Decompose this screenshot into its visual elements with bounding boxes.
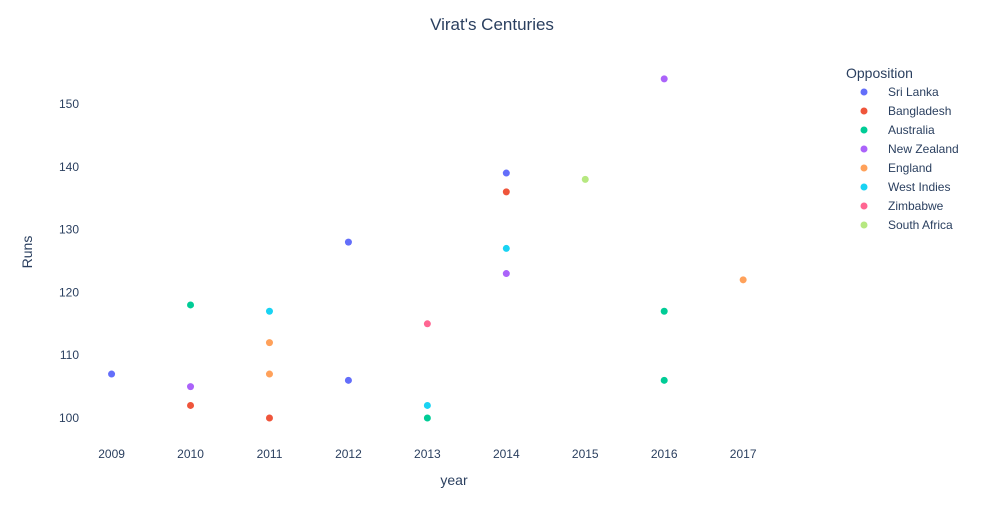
y-tick-label: 110	[60, 348, 79, 362]
legend-item[interactable]: Australia	[860, 123, 936, 137]
legend-marker	[860, 202, 868, 210]
x-tick-label: 2016	[651, 447, 678, 461]
legend-item[interactable]: New Zealand	[860, 142, 959, 156]
data-point[interactable]	[660, 75, 668, 83]
data-point[interactable]	[108, 370, 116, 378]
x-axis-title: year	[440, 472, 468, 488]
legend-title: Opposition	[846, 65, 913, 81]
legend-item[interactable]: South Africa	[860, 218, 954, 232]
x-tick-label: 2012	[335, 447, 362, 461]
x-axis-ticks: 2009 2010 2011 2012 2013 2014 2015 2016 2017	[98, 447, 757, 461]
legend-label: New Zealand	[888, 142, 959, 156]
x-tick-label: 2010	[177, 447, 204, 461]
chart-title: Virat's Centuries	[430, 15, 554, 34]
data-point[interactable]	[502, 169, 510, 177]
data-point[interactable]	[265, 339, 273, 347]
legend-marker	[860, 107, 868, 115]
data-point[interactable]	[502, 188, 510, 196]
data-point[interactable]	[187, 383, 195, 391]
legend-label: South Africa	[888, 218, 953, 232]
data-point[interactable]	[265, 370, 273, 378]
data-point[interactable]	[265, 307, 273, 315]
legend-marker	[860, 183, 868, 191]
data-points	[108, 75, 747, 422]
x-tick-label: 2009	[98, 447, 125, 461]
data-point[interactable]	[344, 238, 352, 246]
x-tick-label: 2014	[493, 447, 520, 461]
y-axis-title: Runs	[19, 236, 35, 269]
data-point[interactable]	[739, 276, 747, 284]
y-tick-label: 140	[59, 160, 79, 174]
legend-item[interactable]: West Indies	[860, 180, 951, 194]
legend-item[interactable]: England	[860, 161, 933, 175]
legend-marker	[860, 164, 868, 172]
legend-marker	[860, 221, 868, 229]
legend-item[interactable]: Sri Lanka	[860, 85, 940, 99]
data-point[interactable]	[660, 307, 668, 315]
x-tick-label: 2017	[730, 447, 757, 461]
data-point[interactable]	[265, 414, 273, 422]
x-tick-label: 2015	[572, 447, 599, 461]
y-axis-ticks: 100 110 120 130 140 150	[59, 97, 79, 425]
y-tick-label: 130	[59, 223, 79, 237]
legend-marker	[860, 145, 868, 153]
data-point[interactable]	[344, 376, 352, 384]
legend-marker	[860, 88, 868, 96]
y-tick-label: 150	[59, 97, 79, 111]
data-point[interactable]	[581, 175, 589, 183]
legend-label: Zimbabwe	[888, 199, 944, 213]
data-point[interactable]	[187, 301, 195, 309]
legend-label: Sri Lanka	[888, 85, 939, 99]
y-tick-label: 100	[59, 411, 79, 425]
legend-label: England	[888, 161, 932, 175]
data-point[interactable]	[423, 320, 431, 328]
legend-label: Bangladesh	[888, 104, 951, 118]
x-tick-label: 2013	[414, 447, 441, 461]
y-tick-label: 120	[59, 285, 79, 299]
legend-item[interactable]: Zimbabwe	[860, 199, 944, 213]
data-point[interactable]	[187, 401, 195, 409]
data-point[interactable]	[423, 414, 431, 422]
data-point[interactable]	[502, 270, 510, 278]
legend-label: West Indies	[888, 180, 950, 194]
x-tick-label: 2011	[257, 447, 283, 461]
data-point[interactable]	[423, 401, 431, 409]
legend-label: Australia	[888, 123, 935, 137]
legend-marker	[860, 126, 868, 134]
legend[interactable]: Sri Lanka Bangladesh Australia New Zealand E…	[860, 85, 959, 232]
data-point[interactable]	[502, 244, 510, 252]
data-point[interactable]	[660, 376, 668, 384]
legend-item[interactable]: Bangladesh	[860, 104, 952, 118]
